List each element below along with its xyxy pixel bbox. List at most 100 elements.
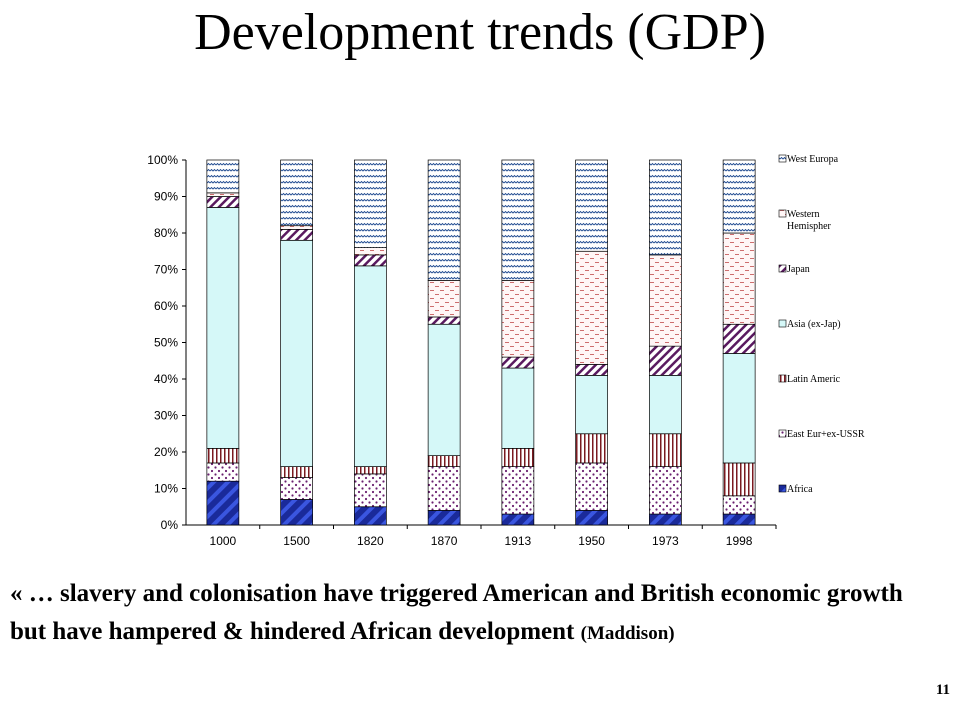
bar-segment	[575, 364, 608, 376]
bar-segment	[427, 316, 461, 325]
bar-segment	[649, 345, 682, 376]
y-tick-label: 80%	[154, 226, 178, 240]
bar-segment	[501, 280, 535, 358]
legend-label: Latin Americ	[787, 374, 841, 385]
bar-segment	[649, 159, 682, 256]
legend-swatch	[778, 429, 787, 438]
page-number: 11	[935, 682, 950, 698]
bar-segment	[354, 265, 387, 467]
bar-segment	[427, 510, 461, 526]
y-tick-label: 30%	[154, 409, 178, 423]
bar-segment	[501, 466, 535, 515]
quote-main: « … slavery and colonisation have trigge…	[10, 580, 903, 645]
bar-segment	[722, 513, 756, 526]
y-tick-label: 0%	[161, 518, 179, 532]
y-tick-label: 60%	[154, 299, 178, 313]
bar-segment	[206, 192, 240, 197]
legend-label: West Europa	[787, 154, 839, 165]
legend-label: Western	[787, 209, 820, 220]
plot-area	[185, 160, 776, 526]
bar-segment	[206, 196, 240, 208]
bar-segment	[280, 477, 313, 500]
bar-segment	[649, 513, 682, 526]
y-tick-label: 10%	[154, 482, 178, 496]
y-tick-label: 90%	[154, 190, 178, 204]
legend-label: Africa	[787, 484, 813, 495]
y-tick-label: 50%	[154, 336, 178, 350]
bar-segment	[575, 510, 608, 526]
legend-label: East Eur+ex-USSR	[787, 429, 865, 440]
y-tick-label: 100%	[147, 153, 178, 167]
legend-swatch	[778, 264, 787, 273]
bar-segment	[354, 247, 387, 256]
y-tick-label: 20%	[154, 445, 178, 459]
bar-segment	[206, 448, 240, 464]
legend-swatch	[778, 484, 787, 493]
y-tick-label: 70%	[154, 263, 178, 277]
bar-segment	[722, 232, 756, 325]
legend-label: Hemispher	[787, 221, 832, 232]
bar-segment	[649, 466, 682, 515]
quote-source: (Maddison)	[580, 623, 675, 644]
legend-label: Asia (ex-Jap)	[787, 319, 841, 330]
legend-label: Japan	[787, 264, 810, 275]
bar-segment	[575, 433, 608, 464]
bar-segment	[354, 159, 387, 248]
bar-segment	[501, 513, 535, 526]
bar-segment	[206, 207, 240, 449]
bar-segment	[280, 159, 313, 227]
bar-segment	[354, 506, 387, 526]
x-tick-label: 1998	[726, 534, 753, 548]
slide-title: Development trends (GDP)	[194, 4, 766, 61]
bar-segment	[722, 323, 756, 354]
bar-segment	[722, 495, 756, 515]
bar-segment	[575, 375, 608, 435]
bar-segment	[575, 159, 608, 252]
bars-group	[206, 159, 756, 526]
bar-segment	[722, 353, 756, 464]
bar-segment	[649, 254, 682, 347]
bar-segment	[427, 466, 461, 511]
x-tick-label: 1820	[357, 534, 384, 548]
bar-segment	[649, 375, 682, 435]
bar-segment	[501, 367, 535, 449]
bar-segment	[722, 462, 756, 497]
legend-swatch	[778, 154, 787, 163]
bar-segment	[427, 280, 461, 318]
legend-swatch	[778, 319, 787, 328]
bar-segment	[280, 499, 313, 526]
x-tick-label: 1913	[505, 534, 532, 548]
x-tick-label: 1500	[283, 534, 310, 548]
legend-swatch	[778, 209, 787, 218]
x-tick-label: 1950	[578, 534, 605, 548]
x-tick-label: 1000	[210, 534, 237, 548]
bar-segment	[354, 473, 387, 508]
bar-segment	[206, 480, 240, 526]
bar-segment	[501, 448, 535, 467]
bar-segment	[354, 254, 387, 267]
x-tick-label: 1973	[652, 534, 679, 548]
bar-segment	[427, 323, 461, 456]
bar-segment	[575, 462, 608, 511]
bar-segment	[427, 159, 461, 281]
bar-segment	[280, 225, 313, 230]
bar-segment	[280, 229, 313, 241]
bar-segment	[427, 455, 461, 467]
bar-segment	[501, 159, 535, 281]
bar-segment	[206, 462, 240, 482]
y-axis: 0% 10% 20% 30% 40% 50% 60% 70% 80% 90% 100%	[147, 153, 186, 532]
bar-segment	[649, 433, 682, 467]
x-tick-label: 1870	[431, 534, 458, 548]
y-tick-label: 40%	[154, 372, 178, 386]
x-axis: 1000 1500 1820 1870 1913 1950 1973 1998	[210, 525, 777, 548]
quote-text: « … slavery and colonisation have trigge…	[10, 575, 910, 653]
bar-segment	[354, 466, 387, 475]
bar-segment	[280, 466, 313, 478]
legend-swatch	[778, 374, 787, 383]
bar-segment	[206, 159, 240, 194]
bar-segment	[575, 250, 608, 365]
bar-segment	[280, 239, 313, 467]
